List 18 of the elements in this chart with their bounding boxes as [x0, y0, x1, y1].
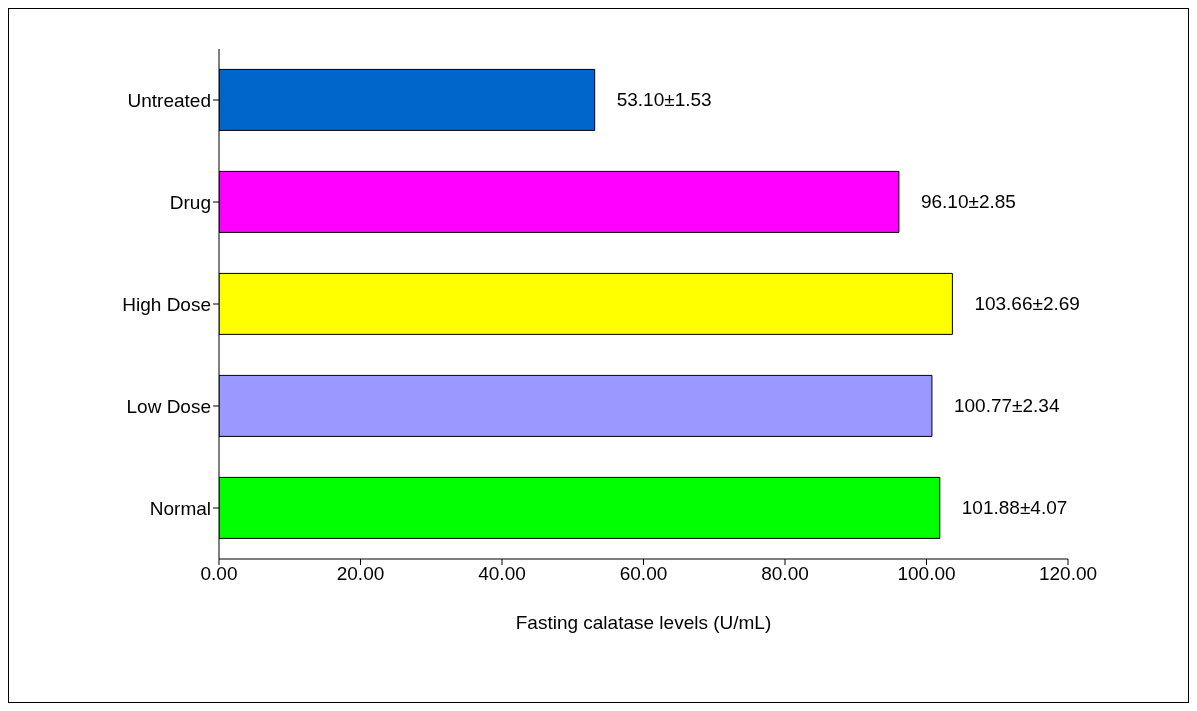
y-tick-label: Normal	[149, 497, 211, 519]
data-label: 53.10±1.53	[616, 89, 712, 111]
x-tick-label: 80.00	[761, 563, 809, 585]
y-tick-label: High Dose	[122, 293, 211, 315]
x-tick-label: 100.00	[897, 563, 956, 585]
data-label: 96.10±2.85	[920, 191, 1016, 213]
y-tick-label: Low Dose	[126, 395, 211, 417]
data-label: 100.77±2.34	[953, 395, 1060, 417]
data-label: 101.88±4.07	[961, 497, 1068, 519]
x-tick-label: 0.00	[200, 563, 238, 585]
y-tick-label: Untreated	[127, 89, 211, 111]
x-tick-label: 60.00	[619, 563, 668, 585]
y-tick-label: Drug	[169, 191, 211, 213]
x-tick-label: 40.00	[478, 563, 526, 585]
x-tick-label: 20.00	[336, 563, 385, 585]
x-axis-title: Fasting calatase levels (U/mL)	[515, 612, 772, 633]
x-tick-label: 120.00	[1038, 563, 1098, 585]
data-label: 103.66±2.69	[974, 293, 1080, 315]
